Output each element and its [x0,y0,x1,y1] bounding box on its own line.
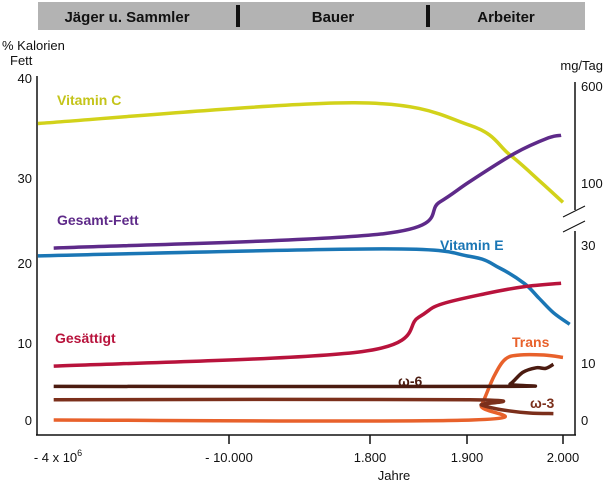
x-tick-label: 1.800 [354,450,387,465]
left-tick-label: 30 [18,171,32,186]
series-line-ges-ttigt [53,281,562,368]
x-tick-label: - 4 x 106 [34,448,82,465]
series-label-omega-3: ω-3 [530,395,554,411]
left-axis-label-1: % Kalorien [2,38,65,53]
right-tick-label: 30 [581,238,595,253]
left-axis-label-2: Fett [10,53,33,68]
series-label-trans: Trans [512,334,550,350]
series-labels: Vitamin C Gesamt-Fett Vitamin E Gesättig… [55,92,554,411]
period-header-bar [38,2,585,30]
series-line--6 [53,362,555,389]
left-tick-label: 40 [18,71,32,86]
series-label-omega-6: ω-6 [398,373,422,389]
period-hunter-gatherer: Jäger u. Sammler [64,9,189,26]
series-label-vitamin-c: Vitamin C [57,92,121,108]
axis-break-icon [562,205,586,233]
series-label-gesamt-fett: Gesamt-Fett [57,212,139,228]
series-line--3 [53,397,554,416]
x-tick-label: - 10.000 [205,450,253,465]
x-tick-label: 2.000 [547,450,580,465]
x-tick-label: 1.900 [451,450,484,465]
period-divider [236,5,240,27]
right-axis-label: mg/Tag [560,58,603,73]
right-tick-label: 600 [581,79,603,94]
series-label-vitamin-e: Vitamin E [440,237,504,253]
series-line-gesamt-fett [53,133,562,250]
series-lines [37,101,571,423]
series-line-vitamin-c [37,101,565,204]
left-tick-label: 0 [25,413,32,428]
period-worker: Arbeiter [477,9,535,26]
right-tick-label: 100 [581,176,603,191]
left-tick-label: 20 [18,256,32,271]
x-axis-label: Jahre [378,468,411,483]
right-tick-label: 10 [581,356,595,371]
period-divider [426,5,430,27]
left-tick-labels: 40 30 20 10 0 [18,71,32,428]
period-header: Jäger u. Sammler Bauer Arbeiter [38,2,585,30]
x-ticks: - 4 x 106 - 10.000 1.800 1.900 2.000 [34,435,579,465]
right-tick-labels: 600 100 30 10 0 [581,79,603,428]
left-tick-label: 10 [18,336,32,351]
series-label-gesaettigt: Gesättigt [55,330,116,346]
right-tick-label: 0 [581,413,588,428]
series-line-vitamin-e [37,247,571,326]
period-farmer: Bauer [312,9,355,26]
